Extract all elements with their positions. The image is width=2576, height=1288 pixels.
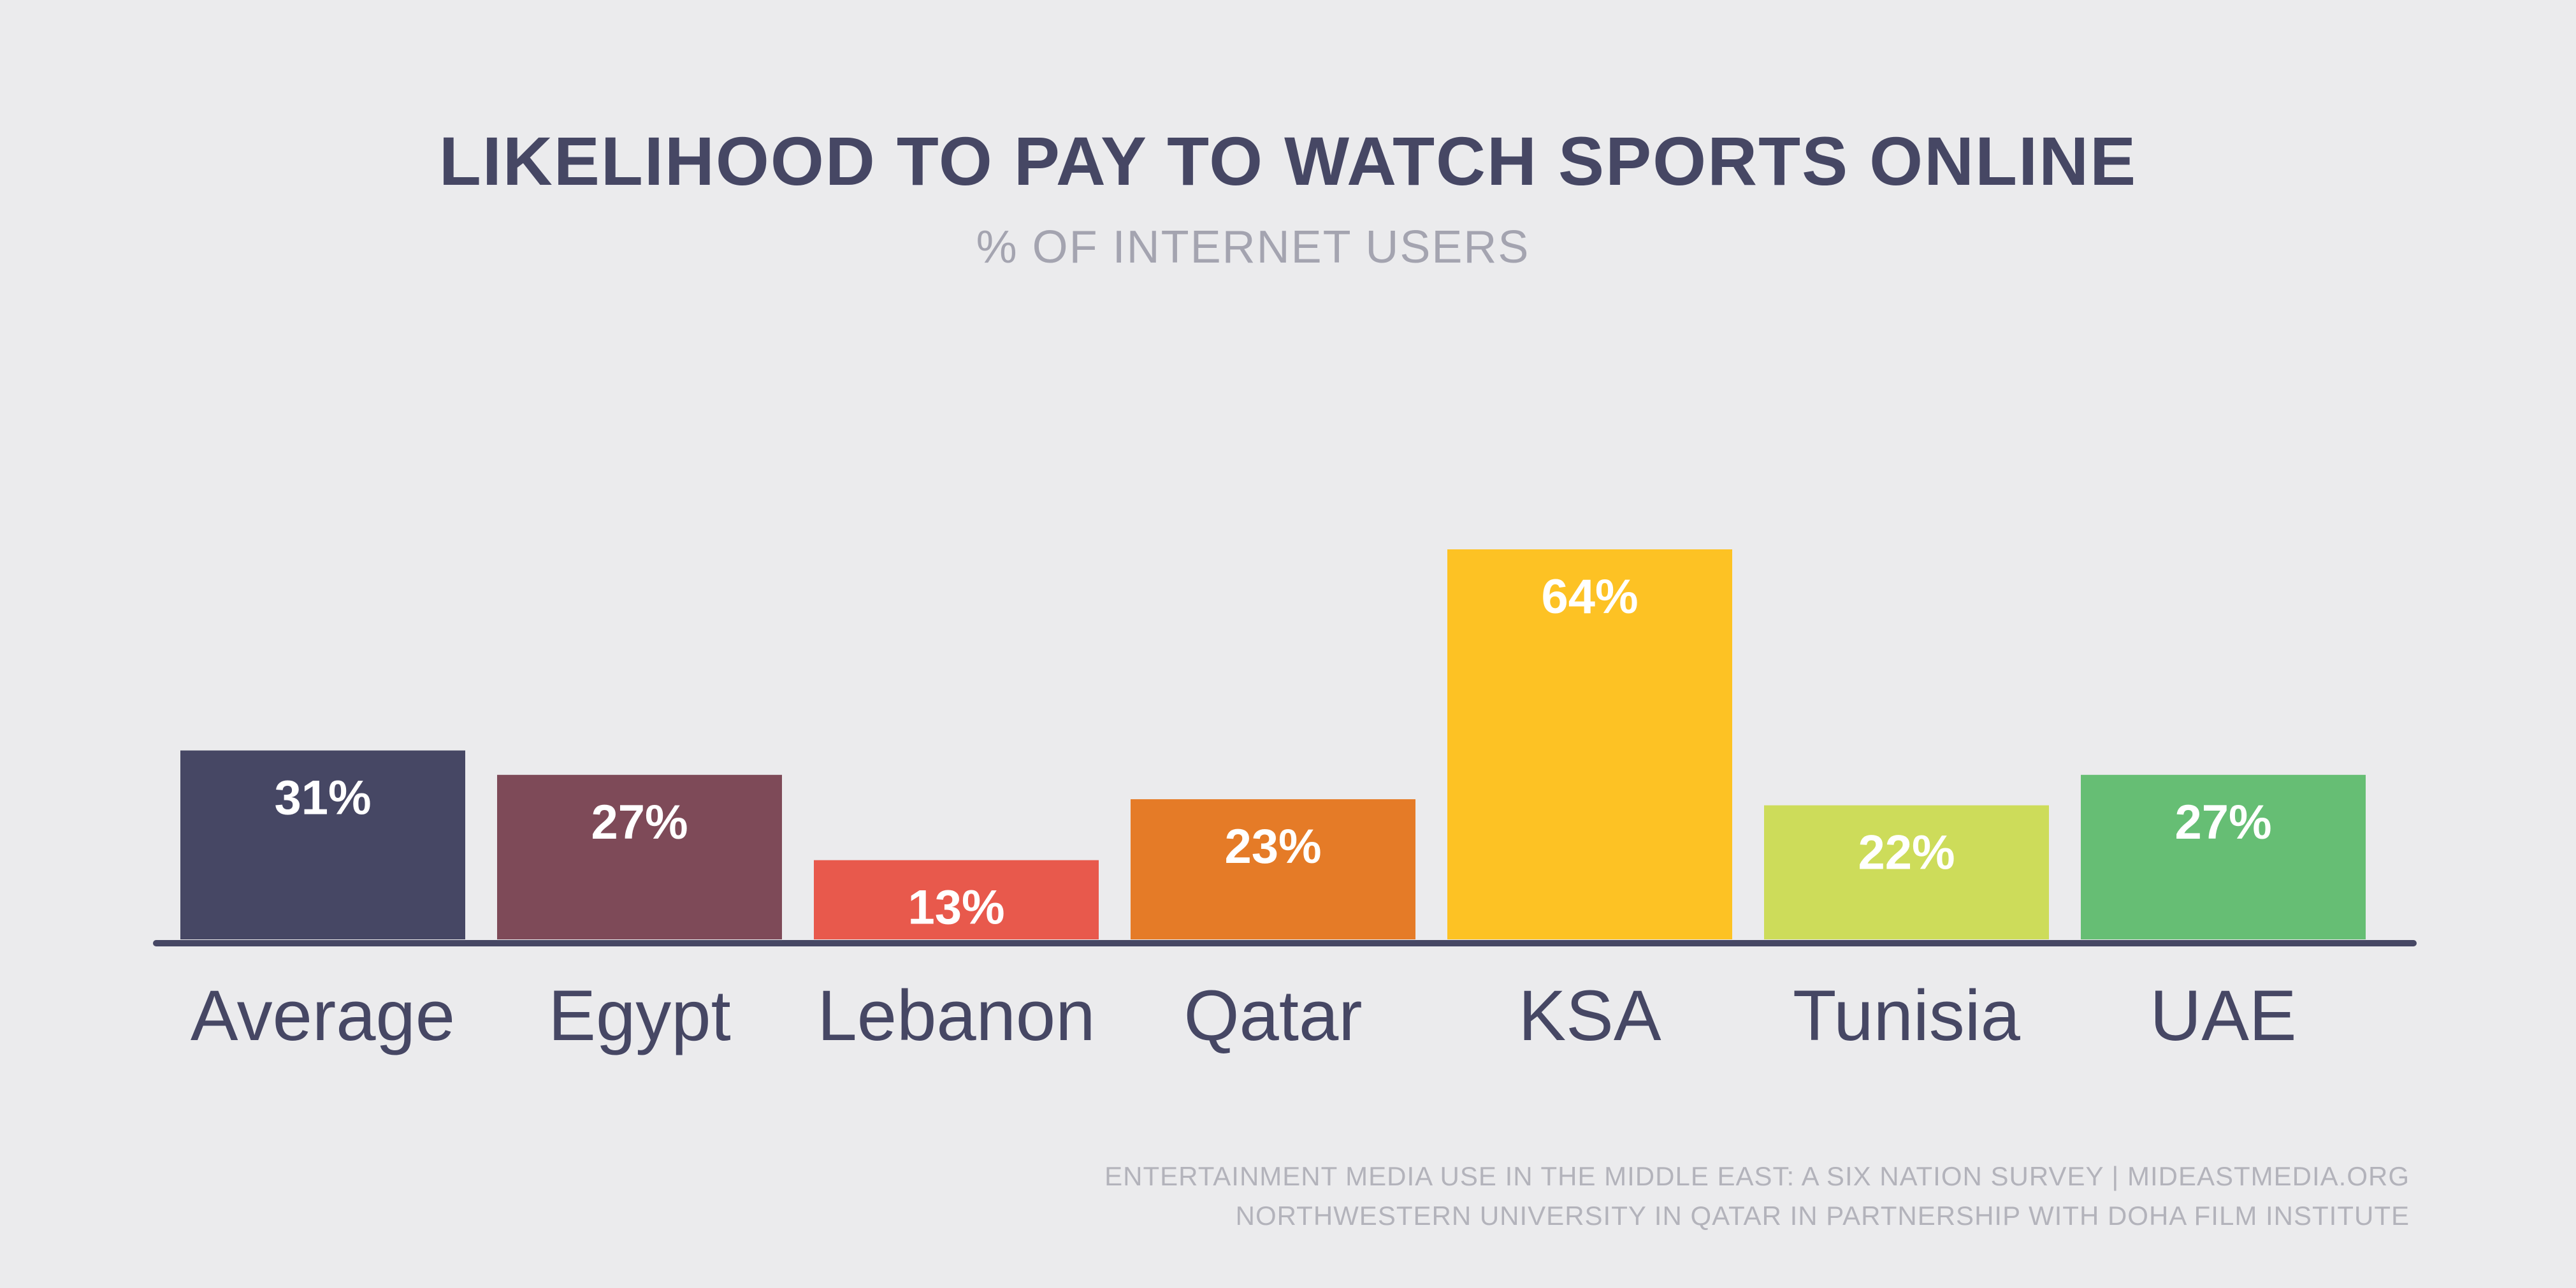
category-label-uae: UAE [2150,976,2296,1055]
category-label-qatar: Qatar [1183,976,1362,1055]
bar-egypt [497,774,782,939]
footer-credit-line: NORTHWESTERN UNIVERSITY IN QATAR IN PART… [1236,1201,2410,1231]
bar-tunisia [1764,805,2049,939]
category-label-ksa: KSA [1518,976,1661,1055]
value-label-tunisia: 22% [1858,826,1955,880]
bar-qatar [1131,799,1415,939]
chart-title: LIKELIHOOD TO PAY TO WATCH SPORTS ONLINE [439,122,2137,199]
value-label-lebanon: 13% [908,881,1004,935]
value-label-uae: 27% [2174,795,2271,850]
bar-ksa [1447,549,1732,939]
footer-source-line: ENTERTAINMENT MEDIA USE IN THE MIDDLE EA… [1104,1161,2410,1191]
bar-uae [2081,774,2366,939]
bars-group: 31% Average 27% Egypt 13% Lebanon 23% Qatar 64% K… [180,549,2366,1055]
chart-subtitle: % OF INTERNET USERS [976,222,1530,273]
bar-lebanon [814,860,1099,939]
value-label-average: 31% [274,771,371,825]
value-label-egypt: 27% [591,795,688,850]
value-label-qatar: 23% [1224,820,1321,874]
category-label-average: Average [191,976,455,1055]
category-label-lebanon: Lebanon [817,976,1095,1055]
value-label-ksa: 64% [1541,570,1638,624]
category-label-egypt: Egypt [548,976,730,1055]
bar-average [180,750,465,939]
category-label-tunisia: Tunisia [1793,976,2021,1055]
